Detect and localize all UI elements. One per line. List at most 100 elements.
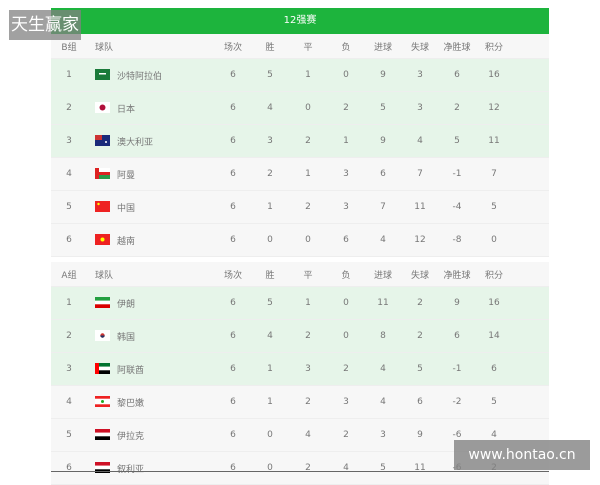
header-row: A组 球队 场次 胜 平 负 进球 失球 净胜球 积分 — [51, 262, 549, 287]
stat-w: 4 — [267, 331, 273, 341]
uae-flag-icon — [95, 363, 110, 374]
stat-ga: 2 — [417, 298, 423, 308]
stat-w: 0 — [267, 430, 273, 440]
table-row: 2 韩国 6 4 2 0 8 2 6 14 — [51, 320, 549, 353]
table-row: 1 伊朗 6 5 1 0 11 2 9 16 — [51, 287, 549, 320]
table-row: 3 阿联酋 6 1 3 2 4 5 -1 6 — [51, 353, 549, 386]
group-label: A组 — [61, 270, 77, 281]
stat-w: 0 — [267, 463, 273, 473]
stat-p: 6 — [230, 202, 236, 212]
stat-d: 1 — [305, 70, 311, 80]
header-row: B组 球队 场次 胜 平 负 进球 失球 净胜球 积分 — [51, 34, 549, 59]
column-header: 积分 — [484, 42, 503, 53]
stat-l: 1 — [343, 136, 349, 146]
rank: 6 — [66, 235, 72, 245]
stat-w: 2 — [267, 169, 273, 179]
stat-p: 6 — [230, 463, 236, 473]
rank: 4 — [66, 169, 72, 179]
team-name: 叙利亚 — [117, 464, 145, 475]
column-header: 胜 — [265, 270, 275, 281]
stat-pts: 12 — [488, 103, 500, 113]
table-row: 3 澳大利亚 6 3 2 1 9 4 5 11 — [51, 125, 549, 158]
rank: 5 — [66, 202, 72, 212]
stat-d: 3 — [305, 364, 311, 374]
stat-d: 2 — [305, 331, 311, 341]
group-label: B组 — [61, 42, 77, 53]
table-row: 1 沙特阿拉伯 6 5 1 0 9 3 6 16 — [51, 59, 549, 92]
rank: 3 — [66, 136, 72, 146]
stat-gf: 5 — [380, 463, 386, 473]
stat-gf: 7 — [380, 202, 386, 212]
column-header: 积分 — [484, 270, 503, 281]
stat-d: 2 — [305, 202, 311, 212]
stat-w: 1 — [267, 364, 273, 374]
column-header: 胜 — [265, 42, 275, 53]
stat-w: 1 — [267, 202, 273, 212]
rank: 5 — [66, 430, 72, 440]
stat-p: 6 — [230, 103, 236, 113]
stat-ga: 9 — [417, 430, 423, 440]
stat-gd: 5 — [454, 136, 460, 146]
oman-flag-icon — [95, 168, 110, 179]
stat-p: 6 — [230, 70, 236, 80]
stat-pts: 0 — [491, 235, 497, 245]
stat-gd: 9 — [454, 298, 460, 308]
stat-gf: 4 — [380, 397, 386, 407]
rank: 6 — [66, 463, 72, 473]
table-row: 4 阿曼 6 2 1 3 6 7 -1 7 — [51, 158, 549, 191]
stat-gf: 4 — [380, 364, 386, 374]
south-korea-flag-icon — [95, 330, 110, 341]
stat-pts: 6 — [491, 364, 497, 374]
stat-ga: 7 — [417, 169, 423, 179]
divider — [51, 471, 549, 472]
stat-l: 2 — [343, 103, 349, 113]
stat-gd: -1 — [452, 169, 462, 179]
watermark-logo: 天生赢家 — [9, 10, 81, 40]
rank: 1 — [66, 70, 72, 80]
stat-d: 2 — [305, 463, 311, 473]
column-header: 负 — [341, 270, 351, 281]
team-name: 澳大利亚 — [117, 137, 154, 148]
stat-gf: 4 — [380, 235, 386, 245]
column-header: 进球 — [373, 270, 392, 281]
stat-pts: 4 — [491, 430, 497, 440]
stat-d: 2 — [305, 397, 311, 407]
japan-flag-icon — [95, 102, 110, 113]
stat-d: 1 — [305, 298, 311, 308]
watermark-url: www.hontao.cn — [454, 440, 590, 470]
stat-ga: 12 — [414, 235, 426, 245]
rank: 1 — [66, 298, 72, 308]
stat-ga: 4 — [417, 136, 423, 146]
stat-ga: 11 — [414, 202, 426, 212]
saudi-arabia-flag-icon — [95, 69, 110, 80]
stat-l: 0 — [343, 70, 349, 80]
rank: 2 — [66, 331, 72, 341]
stat-p: 6 — [230, 397, 236, 407]
table-title: 12强赛 — [51, 8, 549, 34]
stat-ga: 6 — [417, 397, 423, 407]
stat-d: 0 — [305, 235, 311, 245]
stat-p: 6 — [230, 235, 236, 245]
column-header: 失球 — [410, 42, 429, 53]
stat-p: 6 — [230, 136, 236, 146]
stat-pts: 5 — [491, 202, 497, 212]
table-row: 2 日本 6 4 0 2 5 3 2 12 — [51, 92, 549, 125]
china-flag-icon — [95, 201, 110, 212]
column-header: 净胜球 — [443, 270, 471, 281]
rank: 4 — [66, 397, 72, 407]
team-name: 韩国 — [117, 332, 136, 343]
table-row: 6 越南 6 0 0 6 4 12 -8 0 — [51, 224, 549, 257]
stat-w: 5 — [267, 70, 273, 80]
rank: 3 — [66, 364, 72, 374]
stat-d: 1 — [305, 169, 311, 179]
stat-l: 3 — [343, 397, 349, 407]
stat-gd: 6 — [454, 70, 460, 80]
stat-d: 4 — [305, 430, 311, 440]
stat-gd: 6 — [454, 331, 460, 341]
column-header: 平 — [303, 42, 313, 53]
table-row: 4 黎巴嫩 6 1 2 3 4 6 -2 5 — [51, 386, 549, 419]
team-name: 日本 — [117, 104, 136, 115]
stat-w: 4 — [267, 103, 273, 113]
stat-l: 2 — [343, 430, 349, 440]
stat-ga: 11 — [414, 463, 426, 473]
